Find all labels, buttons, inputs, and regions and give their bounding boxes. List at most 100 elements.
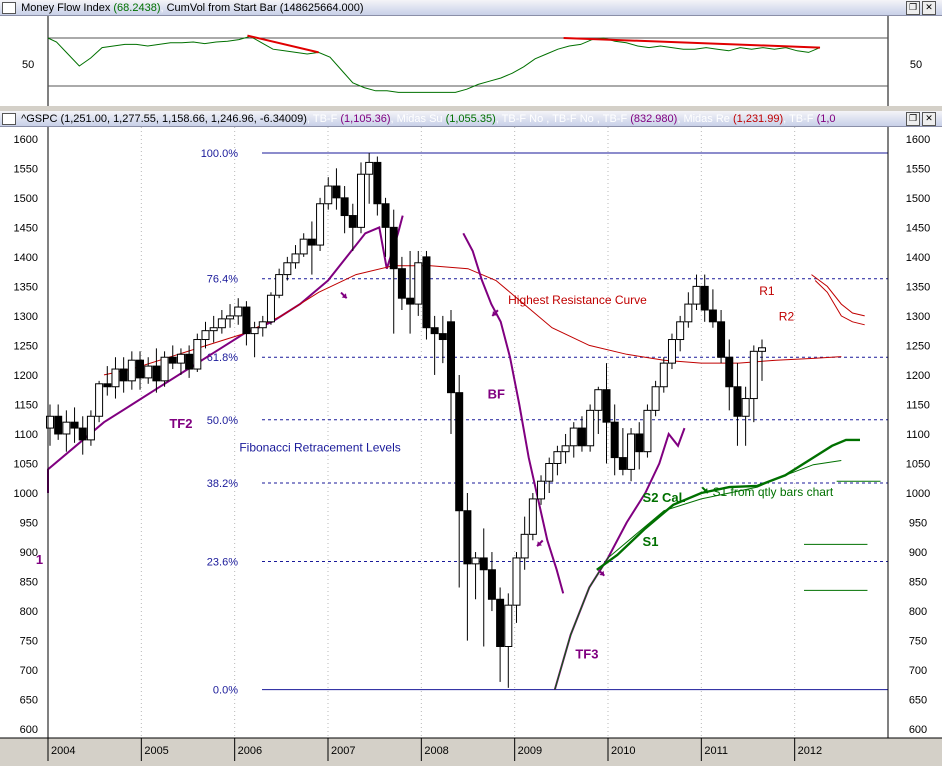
candle-body (234, 306, 243, 317)
candle-body (717, 321, 726, 358)
y-tick-label: 1350 (14, 281, 38, 293)
mfi-axis-label-right: 50 (910, 59, 922, 71)
candle-body (62, 421, 71, 435)
candle-body (152, 365, 161, 382)
y-tick-label: 600 (20, 724, 38, 736)
candle-body (119, 368, 128, 382)
indicator-line (554, 460, 842, 690)
y-tick-label: 800 (20, 606, 38, 618)
chart-annotation: S2 Cal. (643, 490, 686, 505)
y-tick-label-right: 1400 (906, 252, 930, 264)
candle-body (725, 356, 734, 388)
candle-body (275, 274, 284, 296)
price-panel: 100.0% 76.4% 61.8% 50.0% 38.2% 23.6% 0.0% High… (0, 127, 942, 761)
chart-annotation: Highest Resistance Curve (508, 293, 647, 307)
candle-body (136, 359, 145, 379)
y-tick-label: 1500 (14, 193, 38, 205)
chart-annotation: S1 from qtly bars chart (713, 485, 834, 499)
mfi-divergence-line (563, 37, 821, 49)
window-menu-icon[interactable] (2, 2, 16, 15)
candle-body (708, 309, 717, 323)
y-tick-label-right: 1150 (906, 399, 930, 411)
y-tick-label-right: 850 (909, 577, 927, 589)
fib-level-label: 76.4% (207, 274, 238, 286)
chart-annotation: Fibonacci Retracement Levels (239, 441, 400, 455)
fib-level-label: 0.0% (213, 685, 238, 697)
legend-3-value: (1,231.99) (732, 113, 784, 125)
indicator-line (814, 280, 865, 326)
candle-body (561, 445, 570, 453)
candle-body (749, 350, 758, 400)
candle-body (406, 297, 415, 305)
indicator-line (596, 438, 860, 571)
candle-body (389, 226, 398, 270)
candle-body (627, 433, 636, 470)
candle-body (348, 215, 357, 228)
fib-level-label: 61.8% (207, 352, 238, 364)
candle-body (422, 256, 431, 329)
mfi-close-button[interactable]: ✕ (922, 1, 936, 15)
candle-body (340, 197, 349, 217)
candle-body (537, 480, 546, 500)
y-tick-label-right: 1300 (906, 311, 930, 323)
candle-body (692, 285, 701, 305)
candle-body (594, 389, 603, 411)
candle-body (455, 392, 464, 512)
fib-level-label: 50.0% (207, 415, 238, 427)
y-tick-label: 1200 (14, 370, 38, 382)
candle-body (144, 365, 153, 379)
x-tick-label: 2008 (424, 745, 448, 757)
candle-body (586, 409, 595, 447)
candle-body (635, 433, 644, 453)
candle-body (651, 386, 660, 411)
candle-body (758, 347, 766, 352)
symbol-label: ^GSPC (21, 113, 58, 125)
mfi-panel: 50 50 (0, 16, 942, 106)
mfi-restore-button[interactable]: ❐ (906, 1, 920, 15)
price-window-titlebar: ^GSPC (1,251.00, 1,277.55, 1,158.66, 1,2… (0, 111, 942, 127)
candle-body (250, 327, 259, 335)
y-tick-label: 1400 (14, 252, 38, 264)
candle-body (78, 427, 87, 441)
mfi-window-titlebar: Money Flow Index (68.2438), CumVol from … (0, 0, 942, 16)
window-menu-icon[interactable] (2, 113, 16, 126)
price-restore-button[interactable]: ❐ (906, 112, 920, 126)
candle-body (86, 415, 95, 441)
candle-body (291, 253, 300, 264)
candle-body (397, 268, 406, 299)
y-tick-label: 950 (20, 518, 38, 530)
chart-annotation: R1 (759, 284, 775, 298)
y-tick-label-right: 950 (909, 518, 927, 530)
y-tick-label-right: 1350 (906, 281, 930, 293)
arrow-marker (491, 309, 499, 317)
legend-4-name: TB-F (789, 113, 814, 125)
y-tick-label-right: 1100 (906, 429, 930, 441)
mfi-axis-label-left: 50 (22, 59, 34, 71)
legend-1-name: Midas Su (396, 113, 443, 125)
y-tick-label-right: 900 (909, 547, 927, 559)
mfi-chart: 50 50 (22, 16, 922, 106)
candle-body (299, 238, 308, 255)
candle-body (504, 604, 513, 647)
y-tick-label: 1600 (14, 134, 38, 146)
candle-body (463, 510, 472, 565)
candle-body (520, 533, 529, 559)
x-tick-label: 2006 (238, 745, 262, 757)
y-tick-label-right: 1050 (906, 458, 930, 470)
candle-body (217, 318, 226, 329)
candle-body (242, 306, 251, 335)
arrow-marker (701, 486, 709, 494)
candle-body (266, 294, 275, 323)
legend-0-value: (1,105.36) (340, 113, 391, 125)
fib-level-label: 23.6% (207, 556, 238, 568)
candle-body (487, 569, 496, 600)
y-tick-label-right: 1250 (906, 340, 930, 352)
y-tick-label: 1300 (14, 311, 38, 323)
candle-body (569, 427, 578, 447)
y-tick-label: 850 (20, 577, 38, 589)
y-tick-label-right: 1500 (906, 193, 930, 205)
candle-body (496, 598, 505, 647)
price-close-button[interactable]: ✕ (922, 112, 936, 126)
y-tick-label: 1150 (14, 399, 38, 411)
candle-body (316, 203, 325, 246)
